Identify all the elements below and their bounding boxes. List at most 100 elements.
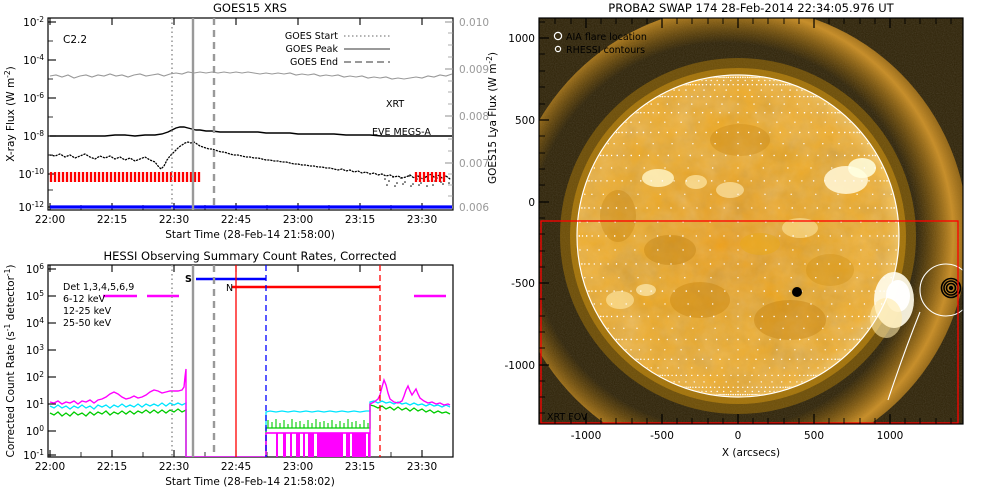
goes-xtick-0: 22:00: [35, 214, 65, 226]
hessi-6-12kev-series: [49, 368, 451, 457]
xrt-coverage-marks: [49, 172, 446, 182]
goes-long-series: [50, 126, 452, 137]
proba2-swap-panel: PROBA2 SWAP 174 28-Feb-2014 22:34:05.976…: [500, 0, 1000, 500]
goes-ytick-right-4: 0.006: [459, 202, 489, 214]
goes-ytick-right-2: 0.008: [459, 111, 489, 123]
svg-text:100: 100: [26, 424, 44, 438]
hessi-ytick-1: 10: [26, 291, 39, 303]
image-xlabel: X (arcsecs): [722, 447, 780, 459]
aia-flare-location-marker: [792, 287, 802, 297]
eve-megsa-series: [49, 141, 451, 180]
hessi-legend-label-3: 25-50 keV: [63, 318, 112, 329]
hessi-12-25kev-night-noise: [267, 419, 369, 428]
goes-xrs-panel: GOES15 XRS 10-2 10-4 10-6 10-8 10-10 10-…: [0, 0, 500, 247]
goes-xtick-6: 23:30: [407, 214, 437, 226]
svg-text:101: 101: [26, 397, 44, 411]
svg-text:105: 105: [26, 289, 44, 303]
goes-ytick-right-3: 0.007: [459, 158, 489, 170]
goes-ytick-5: 10: [18, 202, 31, 214]
svg-text:102: 102: [26, 370, 44, 384]
xrt-fov-label: XRT FOV: [547, 412, 588, 423]
image-xtick-1: -500: [650, 430, 674, 442]
hessi-x-axis: 22:00 22:15 22:30 22:45 23:00 23:15 23:3…: [35, 265, 437, 473]
hessi-y-axis: 106 105 104 103 102 101 100 10-1: [23, 262, 56, 462]
hessi-panel: HESSI Observing Summary Count Rates, Cor…: [0, 247, 500, 500]
goes-panel-title: GOES15 XRS: [213, 1, 287, 15]
goes-ytick-exp-5: -12: [32, 200, 44, 209]
goes-xlabel: Start Time (28-Feb-14 21:58:00): [165, 229, 335, 241]
hessi-ytick-exp-0: 6: [39, 262, 44, 271]
svg-text:10-12: 10-12: [18, 200, 44, 214]
goes-ytick-exp-4: -10: [32, 167, 44, 176]
goes-ytick-1: 10: [23, 55, 36, 67]
goes-ytick-2: 10: [23, 93, 36, 105]
image-x-axis: -1000 -500 0 500 1000: [554, 18, 952, 442]
rhessi-outer-circle: [919, 263, 963, 317]
image-xtick-2: 0: [735, 430, 742, 442]
hessi-xtick-5: 23:15: [345, 461, 375, 473]
hessi-legend: Det 1,3,4,5,6,9 6-12 keV 12-25 keV 25-50…: [63, 282, 134, 329]
flare-class-label: C2.2: [63, 34, 87, 46]
image-xtick-4: 1000: [877, 430, 904, 442]
hessi-legend-label-1: 6-12 keV: [63, 294, 106, 305]
hessi-25-50kev-series: [49, 400, 451, 457]
hessi-ytick-exp-5: 1: [39, 397, 44, 406]
goes-ytick-right-0: 0.010: [459, 17, 489, 29]
goes-ytick-3: 10: [23, 131, 36, 143]
rhessi-contours-legend-icon: [554, 45, 562, 53]
eve-annotation-label: EVE MEGS-A: [372, 127, 431, 138]
hessi-ytick-2: 10: [26, 318, 39, 330]
hessi-saa-flag-label: S: [185, 274, 192, 285]
hessi-xtick-0: 22:00: [35, 461, 65, 473]
hessi-ytick-3: 10: [26, 345, 39, 357]
goes-x-axis: 22:00 22:15 22:30 22:45 23:00 23:15 23:3…: [35, 18, 437, 226]
svg-text:106: 106: [26, 262, 44, 276]
goes-plot-frame: [47, 17, 454, 211]
goes-legend-label-1: GOES Peak: [286, 44, 339, 55]
goes-legend: GOES Start GOES Peak GOES End: [285, 31, 390, 68]
goes-lya-series: [49, 71, 453, 80]
hessi-ytick-7: 10: [23, 450, 36, 462]
svg-text:10-10: 10-10: [18, 167, 44, 181]
image-ytick-4: -1000: [504, 360, 535, 372]
goes-xtick-1: 22:15: [97, 214, 127, 226]
hessi-night-flag-label: N: [226, 283, 233, 294]
hessi-ytick-5: 10: [26, 399, 39, 411]
hessi-ytick-exp-1: 5: [39, 289, 44, 298]
image-ytick-3: -500: [511, 278, 535, 290]
rhessi-contour-group: [919, 263, 963, 317]
hessi-ytick-4: 10: [26, 372, 39, 384]
image-frame: [538, 17, 964, 425]
image-ytick-0: 1000: [508, 33, 535, 45]
image-legend-label-1: RHESSI contours: [566, 45, 645, 56]
hessi-xtick-1: 22:15: [97, 461, 127, 473]
hessi-ytick-0: 10: [26, 264, 39, 276]
goes-xtick-4: 23:00: [283, 214, 313, 226]
goes-ytick-4: 10: [18, 169, 31, 181]
heliographic-grid: [578, 76, 898, 396]
xrt-annotation-label: XRT: [386, 99, 404, 110]
image-ytick-1: 500: [515, 115, 535, 127]
svg-text:103: 103: [26, 343, 44, 357]
fov-arc: [887, 311, 921, 401]
svg-text:10-2: 10-2: [23, 15, 44, 29]
svg-text:10-6: 10-6: [23, 91, 44, 105]
hessi-ytick-exp-2: 4: [39, 316, 44, 325]
hessi-panel-title: HESSI Observing Summary Count Rates, Cor…: [103, 249, 396, 263]
image-ytick-2: 0: [528, 197, 535, 209]
svg-text:10-1: 10-1: [23, 448, 44, 462]
image-xtick-0: -1000: [571, 430, 602, 442]
svg-text:10-4: 10-4: [23, 53, 44, 67]
goes-ytick-right-1: 0.009: [459, 64, 489, 76]
aia-flare-location-legend-icon: [553, 31, 563, 41]
goes-xtick-5: 23:15: [345, 214, 375, 226]
goes-ytick-0: 10: [23, 17, 36, 29]
goes-y-axis-right: 0.010 0.009 0.008 0.007 0.006: [445, 17, 489, 214]
goes-ylabel-right: GOES15 Lya Flux (W m-2): [485, 52, 499, 184]
hessi-6-12kev-night-noise: [276, 433, 370, 457]
hessi-legend-label-0: Det 1,3,4,5,6,9: [63, 282, 134, 293]
image-xtick-3: 500: [804, 430, 824, 442]
goes-ytick-exp-1: -4: [37, 53, 45, 62]
swap-image-area: [539, 18, 963, 424]
